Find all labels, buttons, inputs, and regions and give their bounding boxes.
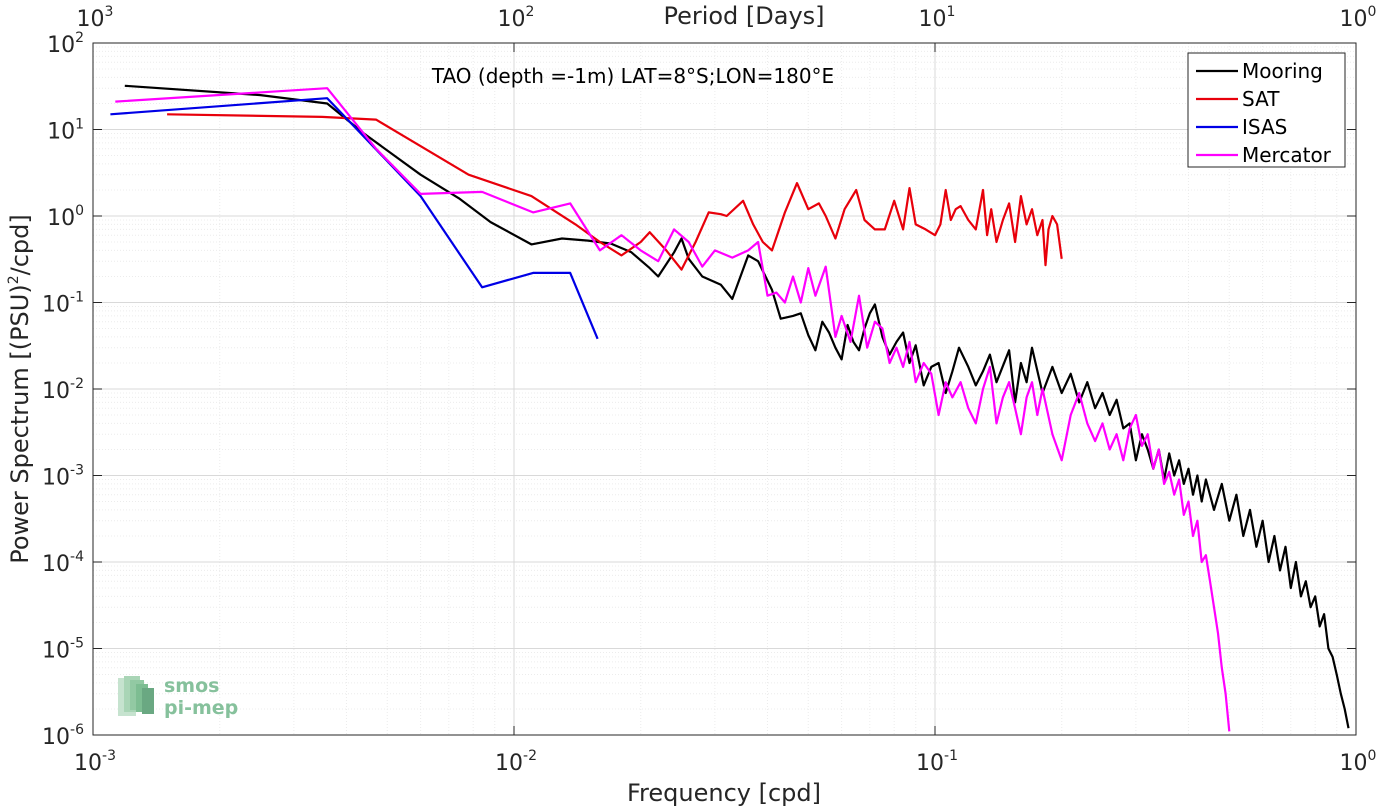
- legend: Mooring SAT ISAS Mercator: [1187, 52, 1346, 168]
- top-tick-label: 101: [919, 4, 956, 32]
- x-tick-label-base: 10: [1340, 751, 1368, 776]
- top-tick-label-exp: 2: [526, 4, 535, 20]
- x-tick-label-exp: 0: [1368, 748, 1377, 764]
- y-tick-label-base: 10: [42, 293, 70, 318]
- x-tick-label: 10-1: [916, 748, 958, 776]
- series-line-mercator: [115, 87, 1231, 732]
- x-tick-label-base: 10: [74, 751, 102, 776]
- y-tick-label: 10-2: [42, 376, 84, 404]
- top-tick-label: 100: [1340, 4, 1377, 32]
- x-tick-label: 100: [1340, 748, 1377, 776]
- y-tick-label: 10-6: [42, 722, 84, 750]
- x-tick-label-exp: -3: [102, 748, 116, 764]
- logo-mark-icon: [118, 676, 154, 716]
- y-tick-label-base: 10: [47, 120, 75, 145]
- y-tick-label-exp: 1: [75, 117, 84, 133]
- y-tick-label-exp: -4: [70, 549, 84, 565]
- x-tick-label-base: 10: [916, 751, 944, 776]
- y-axis-label: Power Spectrum [(PSU)2/cpd]: [6, 214, 34, 564]
- top-tick-label-base: 10: [498, 7, 526, 32]
- y-tick-label: 10-4: [42, 549, 84, 577]
- y-tick-label: 102: [47, 30, 84, 58]
- smos-pi-mep-logo: smos pi-mep: [118, 675, 238, 719]
- y-tick-label: 10-3: [42, 463, 84, 491]
- y-tick-label-exp: -5: [70, 636, 84, 652]
- y-axis-label-main: Power Spectrum [(PSU): [6, 284, 34, 563]
- top-tick-label: 102: [498, 4, 535, 32]
- top-tick-label: 103: [77, 4, 114, 32]
- chart-annotation: TAO (depth =-1m) LAT=8°S;LON=180°E: [431, 64, 834, 88]
- y-axis-label-sup: 2: [6, 275, 22, 284]
- series-line-isas: [110, 97, 599, 340]
- y-tick-label-exp: 0: [75, 203, 84, 219]
- top-tick-label-exp: 3: [105, 4, 114, 20]
- x-tick-label: 10-3: [74, 748, 116, 776]
- y-tick-label-exp: -6: [70, 722, 84, 738]
- series-line-sat: [167, 113, 1063, 271]
- x-axis-label: Frequency [cpd]: [627, 779, 821, 807]
- x-tick-label-base: 10: [495, 751, 523, 776]
- y-tick-label-base: 10: [42, 466, 70, 491]
- x-tick-label: 10-2: [495, 748, 537, 776]
- axis-ticks: [92, 42, 1357, 736]
- legend-label-isas: ISAS: [1242, 115, 1287, 139]
- legend-label-mooring: Mooring: [1242, 59, 1323, 83]
- logo-text-smos: smos: [164, 675, 219, 697]
- top-tick-label-exp: 0: [1368, 4, 1377, 20]
- top-tick-label-exp: 1: [947, 4, 956, 20]
- y-tick-label-base: 10: [42, 552, 70, 577]
- legend-label-sat: SAT: [1242, 87, 1280, 111]
- top-tick-label-base: 10: [1340, 7, 1368, 32]
- y-axis-label-tail: /cpd]: [6, 214, 34, 275]
- series-line-mooring: [124, 84, 1350, 729]
- top-tick-label-base: 10: [77, 7, 105, 32]
- logo-text-pimep: pi-mep: [164, 697, 238, 719]
- y-tick-label: 100: [47, 203, 84, 231]
- y-tick-label: 10-5: [42, 636, 84, 664]
- top-axis-label: Period [Days]: [663, 2, 824, 30]
- top-tick-label-base: 10: [919, 7, 947, 32]
- y-tick-label-exp: -1: [70, 290, 84, 306]
- y-tick-label-base: 10: [47, 206, 75, 231]
- series-group: [110, 84, 1350, 732]
- y-tick-label: 101: [47, 117, 84, 145]
- y-tick-label-exp: -2: [70, 376, 84, 392]
- y-tick-label-base: 10: [42, 379, 70, 404]
- y-tick-label-base: 10: [47, 33, 75, 58]
- x-tick-label-exp: -1: [944, 748, 958, 764]
- x-tick-label-exp: -2: [523, 748, 537, 764]
- y-tick-label: 10-1: [42, 290, 84, 318]
- y-tick-label-base: 10: [42, 639, 70, 664]
- y-tick-label-base: 10: [42, 725, 70, 750]
- y-tick-label-exp: 2: [75, 30, 84, 46]
- legend-label-mercator: Mercator: [1242, 143, 1332, 167]
- y-tick-label-exp: -3: [70, 463, 84, 479]
